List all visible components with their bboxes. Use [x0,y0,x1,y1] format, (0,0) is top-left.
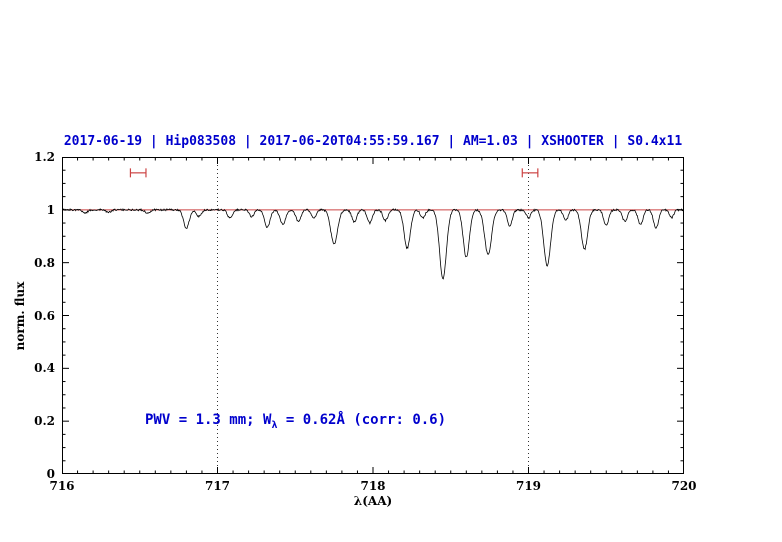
y-tick-label: 1.2 [34,150,55,164]
x-tick-label: 719 [515,479,542,493]
x-tick-label: 718 [360,479,386,493]
plot-title: 2017-06-19 | Hip083508 | 2017-06-20T04:5… [63,134,683,149]
y-tick-label: 0.8 [34,255,55,270]
y-tick-label: 0.4 [34,361,55,376]
spectrum-line [62,207,684,280]
pwv-annotation: PWV = 1.3 mm; Wλ = 0.62Å (corr: 0.6) [145,412,446,431]
y-tick-label: 1 [46,202,55,217]
plot-frame [62,157,684,474]
y-tick-label: 0.2 [34,414,55,429]
pwv-annotation-text-right: = 0.62Å (corr: 0.6) [277,412,447,428]
plot-area [62,157,684,474]
pwv-annotation-text-left: PWV = 1.3 mm; W [145,412,272,428]
y-tick-label: 0 [46,467,55,481]
x-tick-label: 720 [671,479,697,493]
x-tick-label: 716 [49,479,75,493]
x-tick-label: 717 [204,479,231,493]
spectrum-plot-canvas [62,157,684,474]
y-tick-label: 0.6 [34,308,55,323]
lambda-subscript: λ [271,419,278,431]
x-axis-label: λ(AA) [353,494,393,508]
